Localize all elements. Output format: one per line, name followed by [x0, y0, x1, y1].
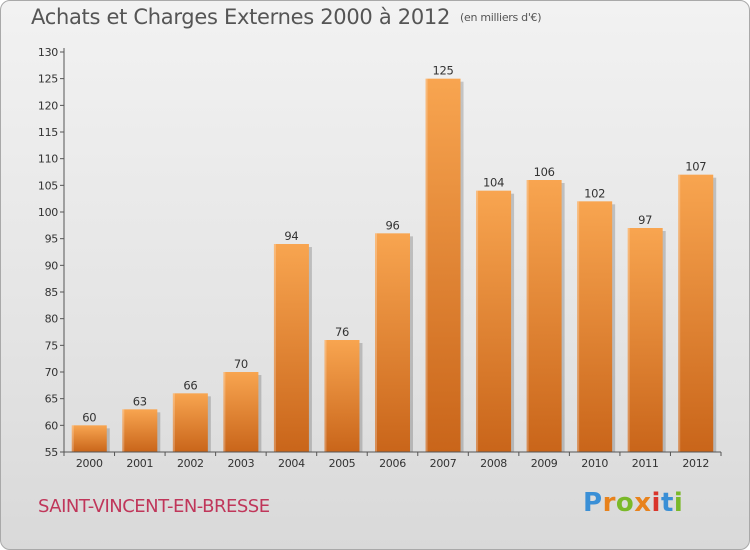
bar-highlight — [375, 233, 377, 452]
bar-highlight — [627, 228, 630, 452]
data-label: 107 — [685, 160, 706, 174]
data-label: 63 — [133, 394, 147, 408]
y-tick-label: 90 — [45, 259, 59, 272]
y-tick-label: 115 — [38, 126, 58, 139]
bar — [526, 180, 562, 452]
bar — [375, 233, 410, 452]
data-label: 60 — [82, 410, 96, 424]
data-label: 94 — [284, 229, 298, 243]
bar-highlight — [273, 244, 276, 452]
bar — [476, 190, 512, 452]
y-tick-label: 100 — [38, 206, 58, 219]
bar-highlight — [425, 78, 428, 453]
logo-letter: o — [615, 488, 635, 518]
data-label: 66 — [183, 378, 197, 392]
bar — [324, 340, 360, 452]
bar-highlight — [71, 425, 74, 452]
bar — [678, 174, 714, 452]
axes-layer: 2000 2001 2002 2003 2004 2005 2006 2007 2008 2009… — [38, 46, 722, 470]
bar — [627, 228, 663, 452]
y-tick-label: 65 — [45, 393, 59, 406]
bar — [425, 78, 461, 453]
bar-highlight — [122, 409, 125, 452]
y-tick-label: 95 — [45, 233, 59, 246]
x-tick-label: 2008 — [480, 457, 507, 470]
y-tick-label: 70 — [45, 366, 59, 379]
bars-layer: 60 63 66 70 94 76 96 125 104 106 102 97 107 — [71, 64, 717, 453]
bar-highlight — [678, 174, 681, 452]
y-tick-label: 110 — [38, 153, 58, 166]
x-tick-label: 2006 — [379, 457, 406, 470]
data-label: 96 — [385, 218, 399, 232]
x-tick-label: 2010 — [581, 457, 608, 470]
y-tick-label: 85 — [45, 286, 59, 299]
x-tick-label: 2002 — [177, 457, 204, 470]
logo-letter: i — [673, 488, 684, 518]
x-tick-label: 2004 — [278, 457, 305, 470]
y-tick-label: 105 — [38, 179, 58, 192]
data-label: 125 — [433, 64, 454, 78]
x-tick-label: 2007 — [430, 457, 457, 470]
bar-highlight — [324, 340, 327, 452]
data-label: 76 — [335, 325, 349, 339]
x-tick-label: 2003 — [227, 457, 254, 470]
y-tick-label: 75 — [45, 339, 59, 352]
data-label: 104 — [483, 176, 504, 190]
logo-letter: r — [602, 488, 616, 518]
bar — [223, 372, 259, 452]
logo-letter: x — [634, 488, 652, 518]
bar — [71, 425, 107, 452]
bar-highlight — [526, 180, 529, 452]
bar-highlight — [223, 372, 226, 452]
y-tick-label: 130 — [38, 46, 58, 59]
x-tick-label: 2009 — [531, 457, 558, 470]
y-tick-label: 80 — [45, 313, 59, 326]
bar-highlight — [476, 190, 479, 452]
logo-letter: i — [651, 488, 661, 518]
title-unit: (en milliers d'€) — [460, 11, 542, 24]
x-tick-label: 2000 — [76, 457, 103, 470]
logo-letter: t — [660, 488, 674, 518]
x-tick-label: 2005 — [329, 457, 356, 470]
data-label: 70 — [234, 357, 248, 371]
data-label: 106 — [534, 165, 555, 179]
logo-letter: P — [583, 488, 603, 518]
proxiti-logo: Proxiti — [583, 488, 683, 518]
y-tick-label: 55 — [45, 446, 59, 459]
bar — [273, 244, 309, 452]
bar — [172, 393, 208, 452]
x-tick-label: 2011 — [632, 457, 659, 470]
data-label: 97 — [638, 213, 652, 227]
bar-highlight — [172, 393, 175, 452]
y-tick-label: 125 — [38, 73, 58, 86]
x-tick-label: 2012 — [682, 457, 709, 470]
commune-name: SAINT-VINCENT-EN-BRESSE — [38, 496, 270, 517]
data-label: 102 — [584, 186, 605, 200]
bar-highlight — [577, 201, 580, 452]
y-tick-label: 120 — [38, 99, 58, 112]
chart-title: Achats et Charges Externes 2000 à 2012 (e… — [31, 5, 542, 29]
title-text: Achats et Charges Externes 2000 à 2012 — [31, 5, 451, 29]
x-tick-label: 2001 — [126, 457, 153, 470]
y-tick-label: 60 — [45, 419, 59, 432]
bar — [577, 201, 613, 452]
bar — [122, 409, 158, 452]
